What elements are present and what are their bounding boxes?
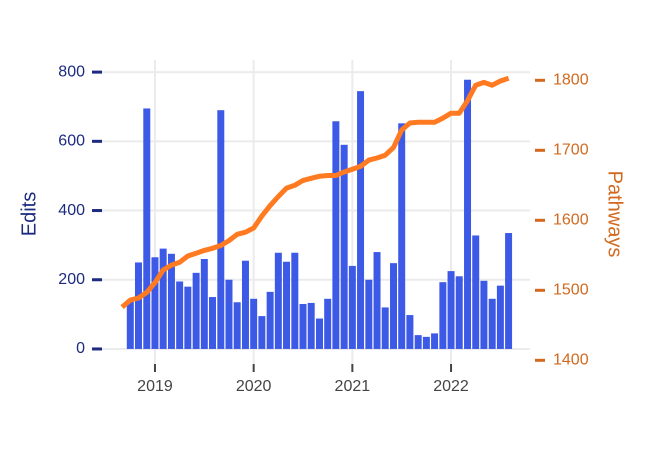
y2-tick-label: 1500	[553, 282, 589, 299]
y2-tick-label: 1400	[553, 352, 589, 369]
bar	[480, 280, 488, 349]
y-tick-label: 800	[58, 63, 85, 80]
bar	[390, 263, 398, 349]
y2-axis-title: Pathways	[604, 171, 626, 258]
bar	[422, 336, 430, 349]
bar	[348, 265, 356, 349]
bar	[209, 297, 217, 349]
bar	[315, 318, 323, 349]
bar	[241, 260, 249, 349]
bar	[307, 302, 315, 349]
bar	[134, 262, 142, 349]
bar	[398, 123, 406, 349]
bar	[455, 276, 463, 349]
bar	[167, 253, 175, 349]
x-tick-label: 2022	[433, 378, 469, 395]
y2-tick-label: 1700	[553, 142, 589, 159]
y2-tick-label: 1800	[553, 72, 589, 89]
bar	[496, 285, 504, 349]
bar	[505, 233, 513, 349]
bar	[340, 144, 348, 349]
bar	[439, 282, 447, 349]
bar	[291, 252, 299, 349]
bar	[447, 271, 455, 349]
bar	[159, 248, 167, 349]
bar	[472, 235, 480, 349]
bar	[299, 303, 307, 349]
bar	[332, 121, 340, 349]
bar	[324, 298, 332, 349]
bar	[365, 279, 373, 349]
bar	[266, 291, 274, 349]
line	[120, 75, 510, 310]
y-axis-title: Edits	[18, 192, 40, 236]
bar	[200, 258, 208, 349]
bar	[488, 298, 496, 349]
bar	[184, 286, 192, 349]
bar	[176, 281, 184, 349]
bar	[258, 316, 266, 349]
y-tick-label: 200	[58, 271, 85, 288]
bar	[126, 300, 134, 349]
y-tick-label: 400	[58, 202, 85, 219]
bar	[431, 333, 439, 349]
x-tick-label: 2021	[335, 378, 371, 395]
bar	[357, 91, 365, 349]
x-tick-label: 2020	[236, 378, 272, 395]
bar	[464, 79, 472, 349]
bar	[274, 252, 282, 349]
bar	[233, 302, 241, 349]
bar	[283, 261, 291, 349]
y-tick-label: 600	[58, 133, 85, 150]
x-tick-label: 2019	[137, 378, 173, 395]
y-tick-label: 0	[76, 340, 85, 357]
bar	[151, 257, 159, 349]
bar	[406, 315, 414, 349]
bar	[192, 272, 200, 349]
bar	[414, 335, 422, 349]
bar	[381, 307, 389, 349]
bar	[250, 298, 258, 349]
bar	[143, 108, 151, 349]
y2-tick-label: 1600	[553, 212, 589, 229]
bar	[225, 279, 233, 349]
bar	[217, 110, 225, 349]
bar	[373, 252, 381, 349]
